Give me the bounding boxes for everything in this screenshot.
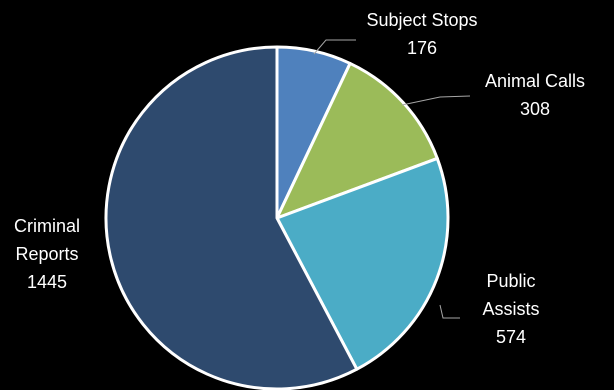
slice-value-animal-calls: 308 (520, 99, 550, 119)
slice-category-animal-calls: Animal Calls (485, 71, 585, 91)
slice-category-public-assists: Assists (482, 299, 539, 319)
slice-category-subject-stops: Subject Stops (366, 10, 477, 30)
slice-label-public-assists: Public Assists 574 (482, 271, 539, 347)
slice-label-subject-stops: Subject Stops 176 (366, 10, 477, 58)
slice-category-public-assists: Public (486, 271, 535, 291)
slice-value-public-assists: 574 (496, 327, 526, 347)
slice-value-criminal-reports: 1445 (27, 272, 67, 292)
leader-line-animal-calls (401, 95, 471, 106)
pie-slice-animal-calls (275, 61, 439, 220)
slice-label-criminal-reports: Criminal Reports 1445 (14, 216, 80, 292)
slice-label-animal-calls: Animal Calls 308 (485, 71, 585, 119)
slice-labels: Subject Stops 176 Animal Calls 308 Public Ass… (14, 10, 585, 347)
pie-slice-criminal-reports (104, 45, 359, 390)
slice-value-subject-stops: 176 (407, 38, 437, 58)
leader-line-public-assists (439, 304, 460, 319)
pie-slice-public-assists (275, 156, 450, 371)
slice-category-criminal-reports: Reports (15, 244, 78, 264)
slice-category-criminal-reports: Criminal (14, 216, 80, 236)
leader-lines (313, 39, 471, 319)
leader-line-subject-stops (313, 39, 356, 55)
pie-slices (104, 45, 450, 390)
